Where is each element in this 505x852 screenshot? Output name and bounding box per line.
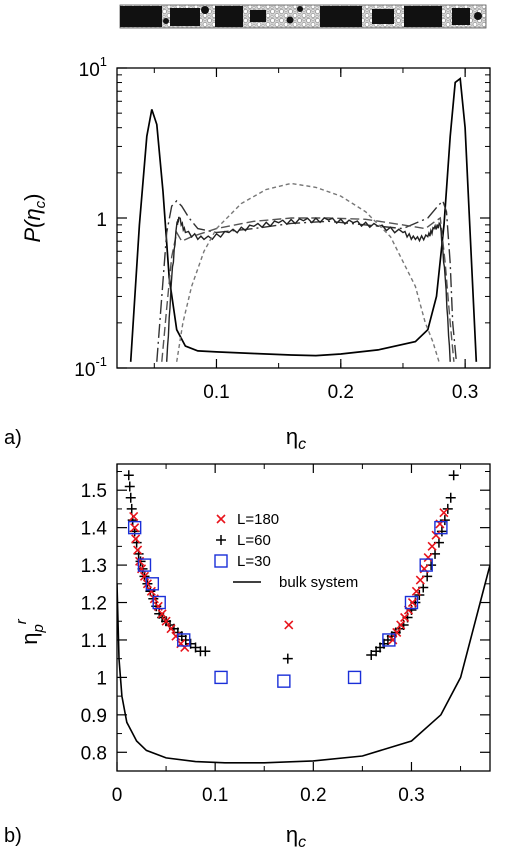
panel-b: 0.80.911.11.21.31.41.5 0 0.1 0.2 0.3 L=180L…	[4, 463, 491, 851]
data-point-plus	[125, 492, 136, 503]
panel-b-ytick-label: 0.8	[81, 743, 107, 764]
panel-a-curve-1	[129, 76, 478, 362]
data-point-square	[145, 577, 160, 591]
data-point-plus	[445, 492, 456, 503]
legend-marker-plus	[216, 535, 226, 545]
legend-marker-square	[214, 554, 228, 568]
data-point-square	[177, 633, 191, 647]
data-point-plus	[439, 515, 450, 526]
panel-b-ytick-label: 0.9	[81, 706, 107, 727]
data-point-square	[152, 595, 166, 610]
data-point-x	[427, 541, 437, 551]
data-point-x	[407, 597, 418, 608]
data-point-x	[130, 523, 140, 533]
panel-b-xtick-label: 0	[112, 785, 123, 806]
panel-a-curve-3	[161, 216, 455, 362]
panel-a-xtick-label: 0.2	[328, 382, 354, 403]
panel-b-ytick-label: 1.1	[81, 631, 107, 652]
panel-a-curves	[129, 76, 478, 363]
data-point-square	[434, 520, 448, 535]
data-point-x	[129, 511, 139, 521]
bulk-system-line	[117, 564, 490, 764]
data-point-x	[133, 545, 143, 555]
panel-a-ytick-label: 10-1	[74, 354, 107, 381]
data-point-square	[127, 520, 142, 535]
data-point-x	[142, 579, 152, 589]
panel-a-label: a)	[4, 427, 22, 449]
data-point-x	[411, 586, 421, 596]
legend-label: bulk system	[279, 574, 358, 591]
panel-a-curve-2	[156, 199, 458, 362]
panel-b-ytick-label: 1.5	[81, 481, 107, 502]
data-point-plus	[200, 646, 211, 657]
panel-b-label: b)	[4, 825, 22, 847]
data-point-x	[166, 624, 176, 634]
panel-a-ylabel: P(ηc)	[20, 193, 49, 242]
data-point-square	[277, 674, 291, 688]
data-point-square	[404, 595, 419, 610]
panel-a-xtick-label: 0.1	[203, 382, 229, 403]
data-point-x	[400, 612, 410, 623]
data-point-x	[146, 586, 156, 596]
panel-b-ylabel: ηpr	[13, 618, 47, 645]
panel-a-xtick-labels: 0.1 0.2 0.3	[203, 382, 478, 403]
panel-b-ytick-label: 1.4	[81, 519, 108, 540]
panel-b-xtick-label: 0.1	[202, 785, 228, 806]
panel-b-xtick-label: 0.3	[398, 785, 424, 806]
panel-a: 10-1 1 101 0.1 0.2 0.3 P(ηc) ηc a)	[4, 54, 491, 453]
data-point-x	[415, 575, 425, 585]
panel-b-ticks	[116, 464, 490, 772]
data-point-square	[419, 558, 433, 572]
panel-a-xlabel: ηc	[286, 424, 306, 453]
data-point-plus	[123, 470, 134, 481]
panel-b-xtick-labels: 0 0.1 0.2 0.3	[112, 785, 425, 806]
panel-a-ytick-labels: 10-1 1 101	[74, 54, 107, 381]
panel-a-xtick-label: 0.3	[452, 382, 478, 403]
panel-a-ytick-label: 1	[96, 210, 107, 231]
data-point-x	[157, 609, 167, 619]
data-point-x	[180, 642, 190, 653]
panel-a-ytick-label: 101	[79, 54, 107, 81]
data-point-x	[396, 620, 406, 630]
data-point-x	[439, 508, 449, 518]
data-point-x	[131, 534, 141, 544]
snapshot-strip	[119, 4, 487, 29]
legend-label: L=180	[237, 511, 279, 528]
data-point-plus	[448, 470, 459, 481]
panel-b-curves	[117, 470, 490, 764]
data-point-x	[392, 627, 402, 638]
panel-b-xlabel: ηc	[286, 822, 306, 851]
data-point-square	[214, 670, 228, 685]
data-point-square	[347, 670, 362, 685]
data-point-x	[139, 571, 150, 581]
data-point-plus	[124, 481, 135, 492]
data-point-x	[161, 616, 171, 626]
panel-b-legend: L=180 L=60 L=30 bulk system	[214, 511, 358, 591]
data-point-x	[423, 553, 433, 563]
legend-marker-x	[216, 514, 226, 524]
panel-a-curve-5	[176, 182, 440, 363]
data-point-plus	[126, 503, 137, 514]
panel-b-xtick-label: 0.2	[300, 785, 326, 806]
panel-b-ytick-label: 1	[96, 668, 107, 689]
panel-b-ytick-label: 1.3	[81, 556, 107, 577]
panel-a-curve-4	[166, 216, 451, 362]
data-point-x	[431, 530, 441, 540]
legend-label: L=30	[237, 553, 271, 570]
data-point-plus	[282, 653, 293, 664]
data-point-x	[284, 620, 294, 630]
panel-b-ytick-label: 1.2	[81, 594, 107, 615]
panel-b-ytick-labels: 0.8 0.9 1 1.1 1.2 1.3 1.4 1.5	[81, 481, 108, 764]
legend-label: L=60	[237, 532, 271, 549]
panel-b-frame	[116, 463, 491, 772]
data-point-square	[382, 633, 396, 647]
panel-a-ticks	[117, 67, 490, 369]
data-point-square	[137, 558, 152, 572]
data-point-plus	[436, 526, 447, 537]
